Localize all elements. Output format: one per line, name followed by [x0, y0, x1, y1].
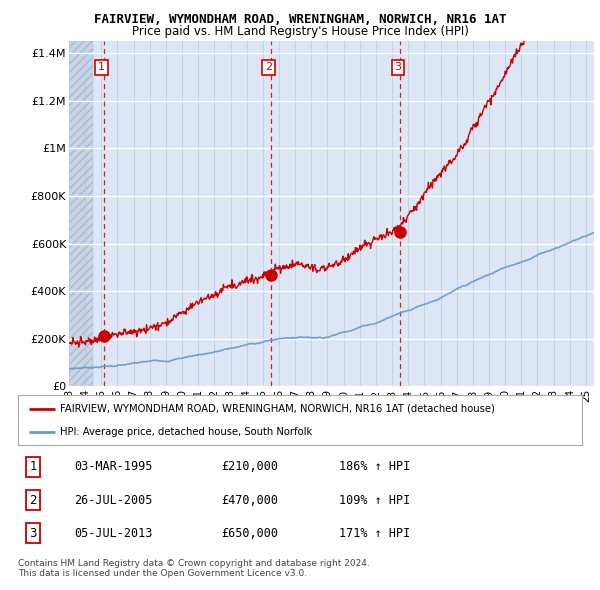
- Text: HPI: Average price, detached house, South Norfolk: HPI: Average price, detached house, Sout…: [60, 427, 313, 437]
- Text: 109% ↑ HPI: 109% ↑ HPI: [340, 493, 411, 507]
- Text: £210,000: £210,000: [221, 460, 278, 474]
- Text: 186% ↑ HPI: 186% ↑ HPI: [340, 460, 411, 474]
- Text: 2: 2: [29, 493, 37, 507]
- Text: 05-JUL-2013: 05-JUL-2013: [74, 526, 153, 540]
- Text: 26-JUL-2005: 26-JUL-2005: [74, 493, 153, 507]
- Text: Price paid vs. HM Land Registry's House Price Index (HPI): Price paid vs. HM Land Registry's House …: [131, 25, 469, 38]
- Text: 2: 2: [265, 63, 272, 73]
- Text: This data is licensed under the Open Government Licence v3.0.: This data is licensed under the Open Gov…: [18, 569, 307, 578]
- Text: FAIRVIEW, WYMONDHAM ROAD, WRENINGHAM, NORWICH, NR16 1AT (detached house): FAIRVIEW, WYMONDHAM ROAD, WRENINGHAM, NO…: [60, 404, 495, 414]
- Text: 03-MAR-1995: 03-MAR-1995: [74, 460, 153, 474]
- Text: Contains HM Land Registry data © Crown copyright and database right 2024.: Contains HM Land Registry data © Crown c…: [18, 559, 370, 568]
- Text: 1: 1: [98, 63, 105, 73]
- Text: £650,000: £650,000: [221, 526, 278, 540]
- Text: 171% ↑ HPI: 171% ↑ HPI: [340, 526, 411, 540]
- Text: £470,000: £470,000: [221, 493, 278, 507]
- Text: 3: 3: [394, 63, 401, 73]
- Bar: [69, 41, 93, 386]
- Text: 3: 3: [29, 526, 37, 540]
- Text: FAIRVIEW, WYMONDHAM ROAD, WRENINGHAM, NORWICH, NR16 1AT: FAIRVIEW, WYMONDHAM ROAD, WRENINGHAM, NO…: [94, 13, 506, 26]
- Text: 1: 1: [29, 460, 37, 474]
